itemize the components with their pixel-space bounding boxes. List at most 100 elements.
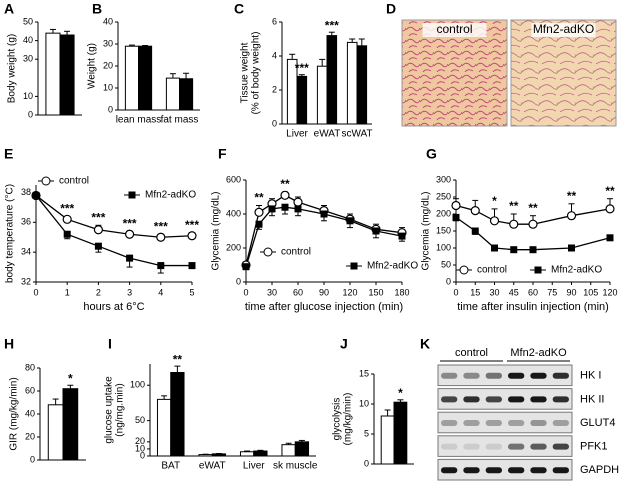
legend-item: Mfn2-adKO xyxy=(124,190,196,201)
band xyxy=(530,420,547,426)
band xyxy=(508,443,525,450)
band xyxy=(552,443,569,450)
y-axis-label: Glycemia (mg/dL) xyxy=(421,192,432,271)
bar xyxy=(281,444,296,457)
y-axis-label: (% of body weight) xyxy=(251,32,262,115)
x-tick-label: 1 xyxy=(65,287,70,297)
significance: *** xyxy=(123,216,137,230)
bar xyxy=(296,75,308,125)
bar xyxy=(253,450,268,457)
marker xyxy=(470,206,480,216)
x-tick-label: 60 xyxy=(293,287,303,297)
bar xyxy=(62,388,79,461)
y-tick-label: 0 xyxy=(108,104,113,114)
band xyxy=(485,396,502,403)
y-tick-label: 30 xyxy=(23,54,33,64)
bar xyxy=(356,45,368,125)
marker xyxy=(125,229,135,239)
band xyxy=(441,420,458,426)
y-tick-label: 0 xyxy=(236,276,241,286)
panel-letter: F xyxy=(218,146,227,162)
bar xyxy=(326,35,338,125)
x-tick-label: scWAT xyxy=(341,129,372,140)
band xyxy=(552,372,569,379)
legend-label: Mfn2-adKO xyxy=(367,261,418,272)
significance: ** xyxy=(173,352,183,366)
y-tick-label: 600 xyxy=(226,174,241,184)
x-tick-label: Liver xyxy=(243,461,265,472)
legend-label: control xyxy=(59,176,89,187)
panel-letter: H xyxy=(4,336,14,352)
y-tick-label: 100 xyxy=(130,380,145,390)
group-label: control xyxy=(455,347,488,359)
error-bar xyxy=(358,38,365,46)
bar xyxy=(165,77,181,111)
y-tick-label: 38 xyxy=(21,187,31,197)
blot-strip xyxy=(437,388,573,410)
y-axis-label: body temperature (°C) xyxy=(5,184,16,283)
x-tick-label: 105 xyxy=(583,287,598,297)
bar xyxy=(346,41,358,125)
y-tick-label: 10 xyxy=(103,82,113,92)
bar xyxy=(138,45,153,111)
error-bar xyxy=(289,53,296,60)
marker xyxy=(62,214,72,224)
y-axis-label: GIR (mg/kg/min) xyxy=(9,377,20,450)
x-tick-label: Liver xyxy=(286,129,308,140)
significance: *** xyxy=(295,61,309,75)
y-axis-label: glycolysis xyxy=(332,398,343,441)
panel-letter: B xyxy=(92,1,102,17)
band xyxy=(508,372,525,379)
y-tick-label: 40 xyxy=(103,16,113,26)
y-tick-label: 50 xyxy=(135,415,145,425)
x-tick-label: 180 xyxy=(394,287,409,297)
y-tick-label: 32 xyxy=(21,276,31,286)
error-bar xyxy=(257,449,264,452)
significance: ** xyxy=(528,201,538,215)
marker xyxy=(529,246,537,254)
y-tick-label: 200 xyxy=(226,242,241,252)
error-bar xyxy=(349,38,356,43)
marker xyxy=(32,191,40,199)
significance: * xyxy=(398,386,403,400)
error-bar xyxy=(319,58,326,67)
band xyxy=(552,467,569,474)
band xyxy=(485,372,502,379)
y-tick-label: 5 xyxy=(364,428,369,438)
x-tick-label: 0 xyxy=(33,287,38,297)
y-tick-label: 0 xyxy=(28,109,33,119)
y-tick-label: 36 xyxy=(21,217,31,227)
significance: * xyxy=(492,194,497,208)
bar xyxy=(156,398,172,457)
y-tick-label: 400 xyxy=(226,208,241,218)
marker xyxy=(242,263,250,271)
blot-strip xyxy=(437,458,573,481)
band xyxy=(463,467,480,474)
x-tick-label: 15 xyxy=(470,287,480,297)
y-tick-label: 2 xyxy=(272,84,277,94)
marker xyxy=(268,205,276,213)
y-tick-label: 200 xyxy=(436,208,451,218)
x-tick-label: 75 xyxy=(547,287,557,297)
panel-letter: E xyxy=(4,146,13,162)
band xyxy=(441,443,458,450)
marker xyxy=(94,242,102,250)
y-tick-label: 0 xyxy=(272,118,277,128)
marker xyxy=(126,254,134,262)
x-tick-label: 30 xyxy=(489,287,499,297)
marker xyxy=(489,216,500,226)
y-tick-label: 20 xyxy=(135,436,145,446)
bar xyxy=(198,454,213,457)
error-bar xyxy=(298,74,305,77)
error-bar xyxy=(49,28,56,34)
label-bg xyxy=(531,23,596,37)
band xyxy=(485,420,502,426)
y-tick-label: 4 xyxy=(272,50,277,60)
y-tick-label: 0 xyxy=(140,450,145,460)
x-tick-label: 120 xyxy=(342,287,357,297)
x-tick-label: 3 xyxy=(127,287,132,297)
panel-letter: J xyxy=(340,336,348,352)
y-tick-label: 0 xyxy=(364,458,369,468)
y-tick-label: 10 xyxy=(135,443,145,453)
marker xyxy=(346,217,354,225)
